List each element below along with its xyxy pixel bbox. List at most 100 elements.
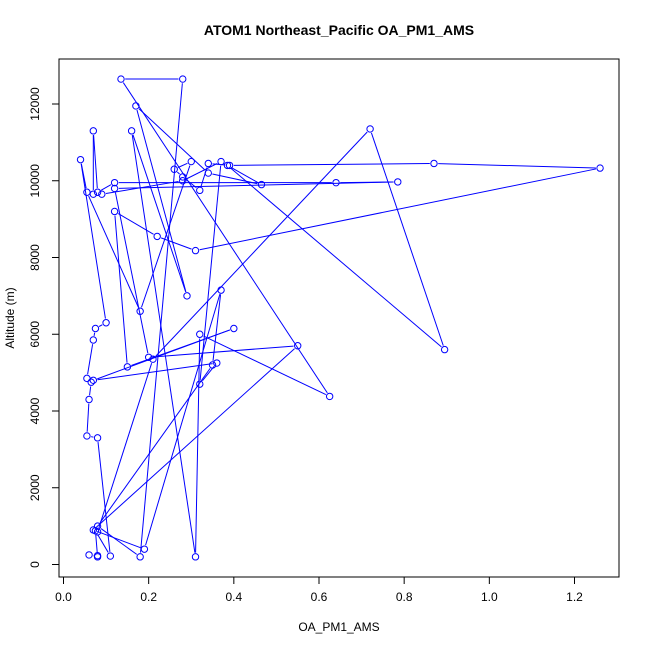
data-point xyxy=(213,359,221,367)
series-segment xyxy=(114,192,149,354)
data-point xyxy=(76,155,85,164)
data-point xyxy=(93,522,102,530)
data-point xyxy=(89,190,98,198)
y-tick-label: 10000 xyxy=(28,164,42,198)
data-point xyxy=(136,307,144,315)
series-segment xyxy=(202,365,215,382)
series-segment xyxy=(122,82,328,394)
series-segment xyxy=(230,167,442,348)
plot-frame xyxy=(58,58,620,578)
series-segment xyxy=(370,132,444,346)
data-point xyxy=(196,380,204,388)
data-point xyxy=(325,392,334,401)
data-point xyxy=(294,342,302,350)
series-segment xyxy=(118,181,394,189)
data-point xyxy=(196,186,204,195)
data-point xyxy=(153,232,161,241)
data-point xyxy=(179,177,187,185)
y-tick-label: 4000 xyxy=(28,397,42,424)
data-point xyxy=(93,528,102,536)
series-segment xyxy=(100,184,112,191)
series-segment xyxy=(141,165,191,308)
data-point xyxy=(89,336,98,344)
data-point xyxy=(89,376,98,384)
data-point xyxy=(106,552,115,560)
series-segment xyxy=(186,162,218,180)
data-point xyxy=(83,188,91,196)
data-point xyxy=(93,553,102,561)
series-segment xyxy=(140,83,183,553)
series-segment xyxy=(93,332,96,336)
series-segment xyxy=(131,134,196,553)
series-segment xyxy=(96,348,295,528)
data-point xyxy=(183,292,191,300)
y-tick-label: 0 xyxy=(28,561,42,568)
data-point xyxy=(440,345,449,354)
data-point xyxy=(110,207,119,216)
series-segment xyxy=(203,335,327,396)
data-point xyxy=(132,102,140,110)
x-tick-label: 0.8 xyxy=(396,590,413,604)
data-point xyxy=(217,286,225,294)
series-segment xyxy=(97,363,213,381)
series-segment xyxy=(138,108,206,171)
series-segment xyxy=(230,167,259,183)
data-point xyxy=(127,127,136,135)
data-point xyxy=(83,374,91,383)
data-point xyxy=(98,190,106,198)
series-segment xyxy=(97,530,141,549)
chart-title: ATOM1 Northeast_Pacific OA_PM1_AMS xyxy=(204,22,474,38)
data-point xyxy=(191,553,200,561)
x-tick-label: 0.2 xyxy=(140,590,157,604)
data-point xyxy=(187,157,195,166)
data-point xyxy=(89,127,98,135)
x-axis-label: OA_PM1_AMS xyxy=(298,620,379,634)
series-segment xyxy=(114,215,128,363)
data-point xyxy=(223,161,232,170)
x-tick-label: 0.0 xyxy=(55,590,72,604)
data-point xyxy=(93,434,102,442)
series-segment xyxy=(98,324,103,327)
data-point xyxy=(85,395,93,404)
y-tick-label: 6000 xyxy=(28,321,42,348)
data-point xyxy=(332,178,340,187)
series-segment xyxy=(160,237,192,250)
data-point xyxy=(208,361,217,369)
data-point xyxy=(149,355,157,363)
y-axis-label: Altitude (m) xyxy=(3,287,17,348)
series-segment xyxy=(89,386,92,396)
series-segment xyxy=(145,294,221,546)
series-segment xyxy=(100,528,138,555)
series-segment xyxy=(152,345,294,358)
series-segment xyxy=(93,135,98,189)
data-point xyxy=(140,545,149,553)
y-tick-label: 12000 xyxy=(28,87,42,121)
series-segment xyxy=(88,195,139,308)
data-point xyxy=(91,324,100,333)
data-point xyxy=(596,164,604,172)
data-point xyxy=(204,169,212,177)
x-tick-label: 1.2 xyxy=(566,590,583,604)
data-point xyxy=(204,159,212,168)
series-segment xyxy=(177,171,180,175)
series-segment xyxy=(155,131,368,357)
series-segment xyxy=(132,134,187,293)
series-segment xyxy=(177,162,188,168)
series-layer xyxy=(76,75,604,561)
series-segment xyxy=(212,173,258,185)
data-point xyxy=(230,324,238,333)
data-point xyxy=(85,551,93,559)
data-point xyxy=(196,330,204,338)
series-segment xyxy=(212,294,222,361)
series-segment xyxy=(99,368,211,524)
series-segment xyxy=(80,163,87,189)
x-axis: 0.0 0.2 0.4 0.6 0.8 1.0 1.2 xyxy=(55,576,583,604)
data-point xyxy=(366,125,374,133)
data-point xyxy=(257,180,266,189)
data-point xyxy=(170,165,178,173)
data-point xyxy=(83,432,91,440)
y-tick-label: 8000 xyxy=(28,244,42,271)
series-segment xyxy=(233,163,430,166)
data-point xyxy=(191,246,200,255)
series-segment xyxy=(117,213,154,235)
